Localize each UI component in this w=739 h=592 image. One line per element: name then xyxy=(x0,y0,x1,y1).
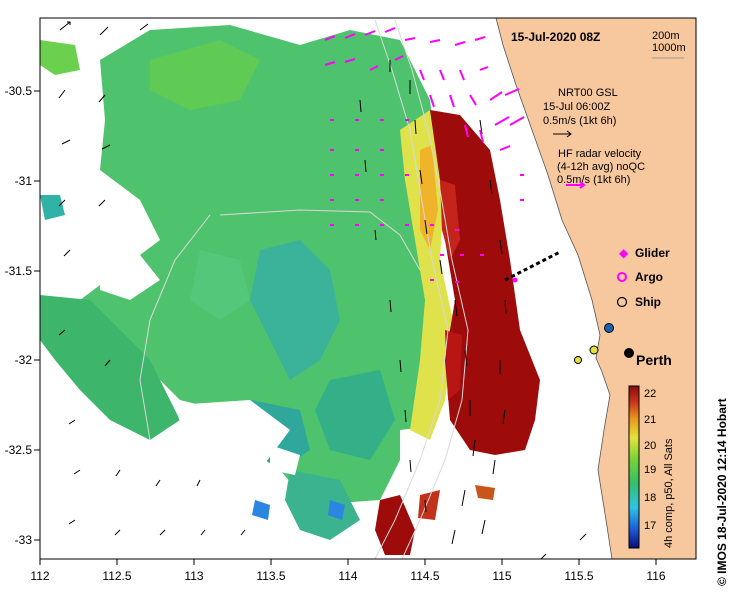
velocity-arrows xyxy=(58,21,587,559)
sst-front-orange xyxy=(420,145,438,250)
y-tick-label: -30.5 xyxy=(5,84,33,98)
x-tick-label: 115 xyxy=(492,569,511,583)
ship-legend-label: Ship xyxy=(635,295,661,309)
gsl-time: 15-Jul 06:00Z xyxy=(543,101,611,113)
ship-legend-icon xyxy=(616,296,628,308)
sst-cool-region xyxy=(40,25,440,540)
glider-track xyxy=(504,250,561,282)
perth-dot xyxy=(624,348,634,358)
gsl-scale-arrow xyxy=(553,130,572,138)
y-tick-label: -31 xyxy=(15,174,33,188)
gsl-title: NRT00 GSL xyxy=(558,87,618,99)
colorbar-tick: 21 xyxy=(644,414,656,426)
hf-radar-scale-arrow xyxy=(566,181,586,189)
contour-label-200: 200m xyxy=(652,30,680,42)
colorbar-ticks: 17 18 19 20 21 22 xyxy=(644,388,656,532)
land-mass xyxy=(495,18,696,559)
y-tick-label: -32 xyxy=(15,353,33,367)
map-plot-area xyxy=(40,18,696,559)
ship-marker xyxy=(574,356,582,364)
colorbar xyxy=(628,385,640,549)
contour-label-1000: 1000m xyxy=(652,42,686,54)
colorbar-tick: 19 xyxy=(644,464,656,476)
argo-legend-icon xyxy=(617,272,627,282)
y-tick-label: -31.5 xyxy=(5,264,33,278)
x-tick-label: 113.5 xyxy=(256,569,285,583)
x-tick-label: 115.5 xyxy=(564,569,593,583)
y-axis xyxy=(34,90,40,541)
hf-radar-scale: 0.5m/s (1kt 6h) xyxy=(557,174,630,186)
x-axis xyxy=(39,559,657,565)
glider-legend-label: Glider xyxy=(635,246,670,260)
ship-marker xyxy=(604,323,614,333)
x-tick-label: 114.5 xyxy=(410,569,439,583)
glider-marker xyxy=(512,277,518,283)
plot-frame xyxy=(39,17,697,560)
bathymetry-contours xyxy=(139,19,469,559)
perth-label: Perth xyxy=(636,352,672,368)
colorbar-tick: 17 xyxy=(644,520,656,532)
timestamp-label: 15-Jul-2020 08Z xyxy=(511,30,600,44)
hf-radar-avg: (4-12h avg) noQC xyxy=(557,161,645,173)
x-tick-label: 112.5 xyxy=(102,569,131,583)
argo-legend-label: Argo xyxy=(635,270,663,284)
cloud-gaps xyxy=(100,255,455,510)
y-tick-label: -32.5 xyxy=(5,443,33,457)
x-axis-labels: 112 112.5 113 113.5 114 114.5 115 115.5 … xyxy=(30,569,665,583)
glider-legend-icon: ◆ xyxy=(619,246,629,260)
credit-label: © IMOS 18-Jul-2020 12:14 Hobart xyxy=(715,398,729,586)
x-tick-label: 113 xyxy=(184,569,203,583)
x-tick-label: 116 xyxy=(646,569,665,583)
colorbar-tick: 18 xyxy=(644,492,656,504)
hf-radar-vectors xyxy=(324,27,525,283)
y-axis-labels: -30.5 -31 -31.5 -32 -32.5 -33 xyxy=(5,84,33,547)
x-tick-label: 114 xyxy=(338,569,357,583)
colorbar-caption: 4h comp, p50, All Sats xyxy=(663,438,675,548)
ship-marker xyxy=(589,345,599,355)
y-tick-label: -33 xyxy=(15,533,33,547)
colorbar-tick: 22 xyxy=(644,388,656,400)
gsl-scale: 0.5m/s (1kt 6h) xyxy=(543,115,616,127)
colorbar-tick: 20 xyxy=(644,440,656,452)
x-tick-label: 112 xyxy=(30,569,49,583)
hf-radar-title: HF radar velocity xyxy=(558,148,642,160)
